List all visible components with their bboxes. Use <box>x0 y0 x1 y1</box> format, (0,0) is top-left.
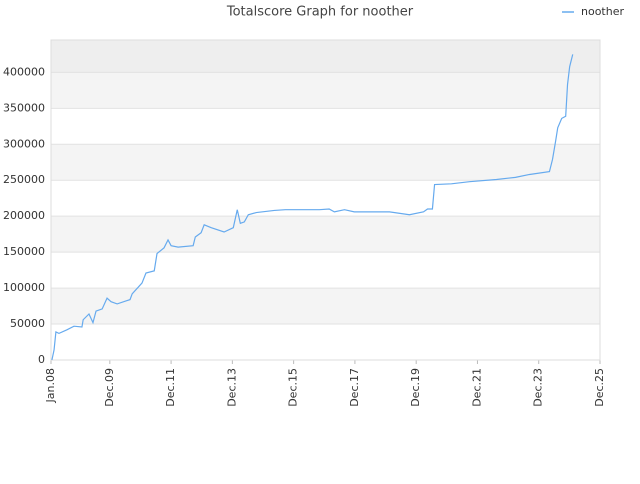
x-tick-label: Dec.17 <box>348 368 361 407</box>
plot-frame <box>50 39 601 361</box>
y-tick-label: 100000 <box>3 281 45 294</box>
y-tick-label: 0 <box>38 353 45 366</box>
y-tick-label: 200000 <box>3 209 45 222</box>
x-tick-label: Dec.15 <box>287 368 300 407</box>
x-tick-label: Dec.21 <box>470 368 483 407</box>
y-tick-label: 50000 <box>10 317 45 330</box>
grid-band <box>51 144 600 181</box>
y-tick-label: 400000 <box>3 65 45 78</box>
y-tick-label: 250000 <box>3 173 45 186</box>
grid-band <box>51 324 600 360</box>
x-tick-label: Jan.08 <box>44 368 57 403</box>
legend-label: noother <box>581 5 624 18</box>
x-tick-label: Dec.19 <box>409 368 422 407</box>
grid-band <box>51 108 600 145</box>
x-tick-label: Dec.13 <box>225 368 238 407</box>
x-tick-label: Dec.23 <box>532 368 545 407</box>
x-tick-label: Dec.25 <box>593 368 606 407</box>
chart-title: Totalscore Graph for noother <box>226 5 414 20</box>
grid-band <box>51 216 600 253</box>
x-tick-label: Dec.09 <box>103 368 116 407</box>
y-tick-label: 150000 <box>3 245 45 258</box>
y-tick-label: 300000 <box>3 137 45 150</box>
grid-band <box>51 288 600 325</box>
grid-band <box>51 72 600 109</box>
grid-band <box>51 40 600 73</box>
data-line <box>51 54 574 361</box>
x-tick-label: Dec.11 <box>164 368 177 407</box>
y-tick-label: 350000 <box>3 101 45 114</box>
grid-band <box>51 180 600 217</box>
grid-band <box>51 252 600 289</box>
